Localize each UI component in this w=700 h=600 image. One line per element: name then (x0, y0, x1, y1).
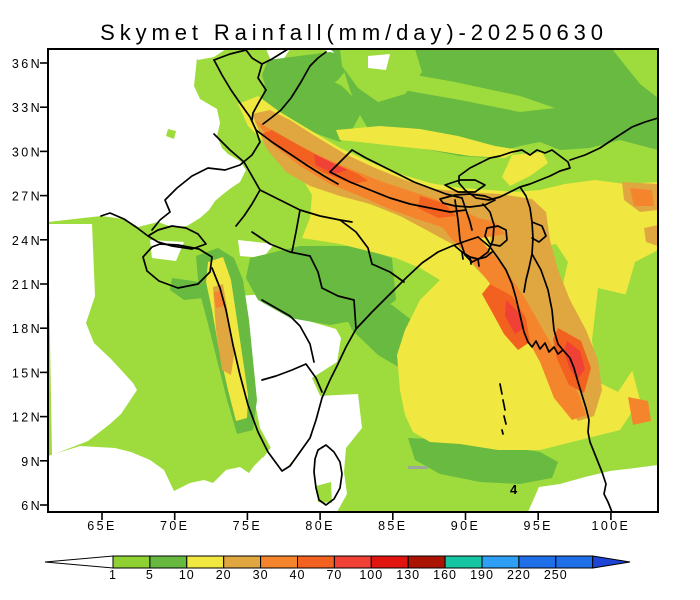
svg-text:75E: 75E (233, 519, 262, 533)
svg-text:12N: 12N (12, 411, 42, 425)
svg-text:95E: 95E (523, 519, 552, 533)
svg-text:6N: 6N (21, 499, 42, 513)
svg-text:250: 250 (544, 568, 568, 582)
svg-text:85E: 85E (378, 519, 407, 533)
svg-text:4: 4 (510, 482, 518, 497)
svg-text:100E: 100E (592, 519, 631, 533)
svg-text:Skymet Rainfall(mm/day)-202506: Skymet Rainfall(mm/day)-20250630 (100, 20, 608, 45)
svg-text:90E: 90E (451, 519, 480, 533)
svg-text:20: 20 (216, 568, 232, 582)
svg-text:30: 30 (253, 568, 269, 582)
svg-text:33N: 33N (12, 101, 42, 115)
svg-text:10: 10 (179, 568, 195, 582)
svg-text:36N: 36N (12, 57, 42, 71)
svg-text:1: 1 (109, 568, 117, 582)
svg-text:220: 220 (507, 568, 531, 582)
svg-text:27N: 27N (12, 190, 42, 204)
svg-text:160: 160 (433, 568, 457, 582)
svg-text:30N: 30N (12, 145, 42, 159)
svg-text:100: 100 (359, 568, 383, 582)
svg-text:21N: 21N (12, 278, 42, 292)
svg-text:70: 70 (326, 568, 342, 582)
svg-text:70E: 70E (160, 519, 189, 533)
svg-text:18N: 18N (12, 322, 42, 336)
svg-text:15N: 15N (12, 366, 42, 380)
svg-text:40: 40 (290, 568, 306, 582)
svg-text:65E: 65E (87, 519, 116, 533)
svg-text:5: 5 (146, 568, 154, 582)
svg-text:80E: 80E (305, 519, 334, 533)
svg-text:130: 130 (396, 568, 420, 582)
svg-text:190: 190 (470, 568, 494, 582)
svg-text:24N: 24N (12, 234, 42, 248)
svg-text:9N: 9N (21, 455, 42, 469)
